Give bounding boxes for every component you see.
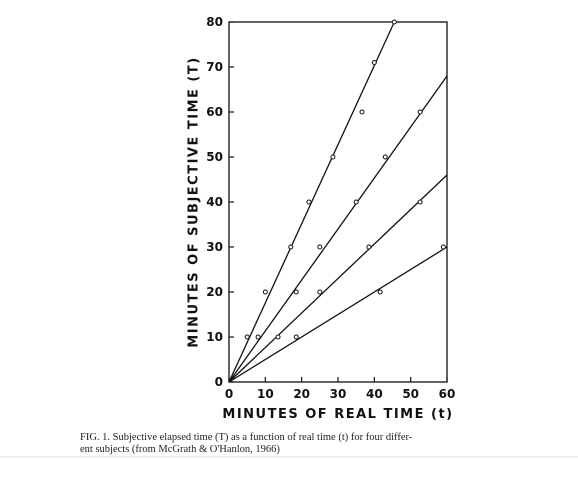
caption-line: ent subjects (from McGrath & O'Hanlon, 1…	[80, 444, 280, 455]
data-point	[440, 244, 446, 250]
data-point	[244, 334, 250, 340]
y-tick-label: 0	[215, 375, 223, 389]
x-tick-label: 40	[366, 387, 383, 401]
data-point	[293, 334, 299, 340]
x-tick-label: 30	[330, 387, 347, 401]
data-point	[275, 334, 281, 340]
x-tick-label: 60	[439, 387, 456, 401]
x-tick-label: 10	[257, 387, 274, 401]
data-point	[262, 289, 268, 295]
data-point	[391, 19, 397, 25]
caption-line: FIG. 1. Subjective elapsed time (T) as a…	[80, 432, 413, 443]
y-tick-label: 80	[206, 15, 223, 29]
data-point	[417, 109, 423, 115]
trend-line	[228, 75, 448, 383]
y-tick-label: 40	[206, 195, 223, 209]
y-tick-label: 50	[206, 150, 223, 164]
y-axis-label: MINUTES OF SUBJECTIVE TIME (T)	[187, 56, 202, 347]
trend-line	[228, 246, 448, 383]
data-point	[353, 199, 359, 205]
data-point	[382, 154, 388, 160]
y-tick-label: 60	[206, 105, 223, 119]
data-point	[317, 244, 323, 250]
y-tick-label: 70	[206, 60, 223, 74]
plot-frame	[228, 21, 448, 383]
x-tick-label: 50	[402, 387, 419, 401]
data-point	[255, 334, 261, 340]
data-point	[366, 244, 372, 250]
trend-line	[228, 21, 395, 383]
y-tick-label: 30	[206, 240, 223, 254]
data-point	[293, 289, 299, 295]
data-point	[317, 289, 323, 295]
y-tick-label: 20	[206, 285, 223, 299]
trend-line	[228, 174, 448, 383]
x-tick-label: 0	[225, 387, 233, 401]
data-point	[377, 289, 383, 295]
data-point	[306, 199, 312, 205]
y-tick-label: 10	[206, 330, 223, 344]
data-point	[417, 199, 423, 205]
data-point	[330, 154, 336, 160]
data-point	[288, 244, 294, 250]
data-point	[359, 109, 365, 115]
x-axis-label: MINUTES OF REAL TIME (t)	[222, 407, 453, 422]
data-point	[371, 60, 377, 65]
x-tick-label: 20	[293, 387, 310, 401]
